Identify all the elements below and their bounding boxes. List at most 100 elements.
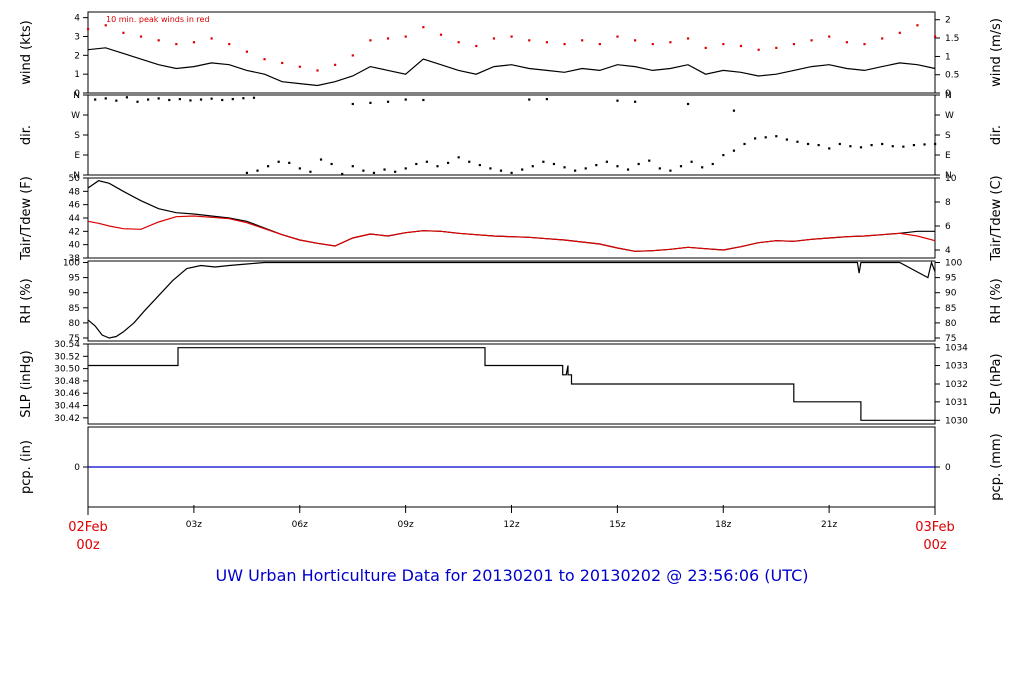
data-point-dir	[891, 145, 894, 148]
data-point-dir	[369, 101, 372, 104]
y-tick-label-left: 30.54	[54, 340, 80, 350]
data-point-dir	[446, 161, 450, 164]
y-tick-label-right: 75	[945, 334, 956, 344]
data-point-wind	[634, 39, 637, 42]
data-point-wind	[334, 63, 337, 66]
data-point-dir	[634, 100, 637, 103]
data-point-dir	[146, 98, 150, 101]
data-point-wind	[598, 43, 601, 46]
y-tick-label-left: 1	[74, 70, 80, 80]
data-point-dir	[199, 98, 203, 101]
y-axis-label-right: pcp. (mm)	[989, 433, 1004, 500]
data-point-dir	[351, 165, 354, 168]
y-tick-label-right: N	[945, 91, 952, 101]
data-point-dir	[298, 167, 301, 170]
data-point-dir	[94, 98, 97, 101]
data-point-dir	[351, 102, 354, 106]
y-tick-label-right: 0	[945, 463, 951, 473]
data-point-wind	[192, 41, 196, 44]
x-start-time-label: 00z	[76, 538, 100, 553]
y-tick-label-right: 8	[945, 198, 951, 208]
data-point-wind	[104, 24, 107, 27]
data-point-dir	[319, 158, 323, 161]
x-tick-label: 21z	[821, 520, 837, 530]
data-point-dir	[125, 96, 129, 99]
data-point-dir	[372, 171, 376, 174]
y-tick-label-left: 0	[74, 89, 80, 99]
data-point-dir	[457, 156, 460, 159]
data-point-dir	[870, 144, 873, 147]
data-point-dir	[722, 154, 725, 157]
y-tick-label-right: 1032	[945, 380, 968, 390]
panel-frame-wind	[87, 11, 936, 94]
y-axis-label-right: RH (%)	[989, 278, 1004, 323]
data-point-wind	[404, 35, 407, 38]
y-tick-label-right: 1034	[945, 344, 968, 354]
data-point-dir	[775, 135, 778, 138]
panel-frame-slp	[87, 343, 936, 425]
data-point-wind	[792, 43, 796, 46]
data-point-dir	[252, 96, 256, 99]
data-point-wind	[916, 24, 919, 27]
x-end-time-label: 00z	[923, 538, 947, 553]
data-point-wind	[263, 58, 266, 61]
data-point-dir	[701, 166, 704, 169]
data-point-wind	[881, 37, 884, 40]
x-tick-label: 09z	[398, 520, 414, 530]
y-tick-label-right: 1031	[945, 398, 968, 408]
data-point-dir	[468, 160, 471, 163]
x-tick-label: 06z	[292, 520, 308, 530]
peak-wind-annotation: 10 min. peak winds in red	[106, 15, 210, 24]
data-point-dir	[404, 167, 407, 170]
y-axis-label-left: dir.	[19, 125, 34, 145]
series-line-slp-SLP	[88, 347, 935, 421]
y-tick-label-right: 1033	[945, 362, 968, 372]
y-tick-label-right: 6	[945, 222, 951, 232]
y-axis-label-right: Tair/Tdew (C)	[989, 175, 1004, 261]
data-point-dir	[934, 142, 937, 146]
y-tick-label-right: 4	[945, 246, 951, 256]
data-point-wind	[245, 50, 249, 53]
y-tick-label-left: 30.46	[54, 389, 80, 399]
y-tick-label-left: 85	[69, 304, 80, 314]
x-tick-label: 18z	[715, 520, 731, 530]
data-point-wind	[157, 39, 160, 42]
x-tick-label: 15z	[609, 520, 625, 530]
data-point-wind	[845, 41, 848, 44]
data-point-wind	[422, 26, 425, 29]
data-point-dir	[415, 162, 418, 166]
y-tick-label-right: 85	[945, 304, 956, 314]
data-point-wind	[369, 39, 372, 42]
y-tick-label-right: 100	[945, 259, 962, 269]
data-point-wind	[386, 37, 390, 40]
data-point-wind	[316, 69, 319, 72]
data-point-wind	[563, 43, 566, 46]
data-point-dir	[341, 172, 344, 176]
data-point-dir	[859, 146, 863, 149]
data-point-wind	[669, 41, 672, 44]
data-point-wind	[739, 44, 743, 48]
data-point-dir	[605, 160, 608, 163]
data-point-dir	[436, 165, 439, 168]
data-point-wind	[898, 31, 901, 34]
data-point-wind	[810, 39, 813, 42]
y-tick-label-right: 1.5	[945, 34, 959, 44]
data-point-dir	[330, 162, 333, 166]
data-point-dir	[521, 168, 524, 171]
data-point-dir	[690, 160, 693, 163]
data-point-dir	[542, 160, 545, 163]
data-point-dir	[510, 171, 513, 174]
data-point-dir	[386, 100, 390, 103]
y-tick-label-left: 3	[74, 32, 80, 42]
data-point-dir	[404, 98, 407, 101]
panel-frame-dir	[87, 94, 936, 176]
y-tick-label-right: 80	[945, 319, 957, 329]
y-tick-label-left: 30.50	[54, 365, 80, 375]
data-point-dir	[796, 140, 799, 143]
data-point-wind	[581, 39, 584, 42]
data-point-wind	[298, 65, 301, 68]
data-point-wind	[863, 43, 866, 46]
y-tick-label-left: 44	[69, 214, 81, 224]
data-point-wind	[175, 43, 178, 46]
